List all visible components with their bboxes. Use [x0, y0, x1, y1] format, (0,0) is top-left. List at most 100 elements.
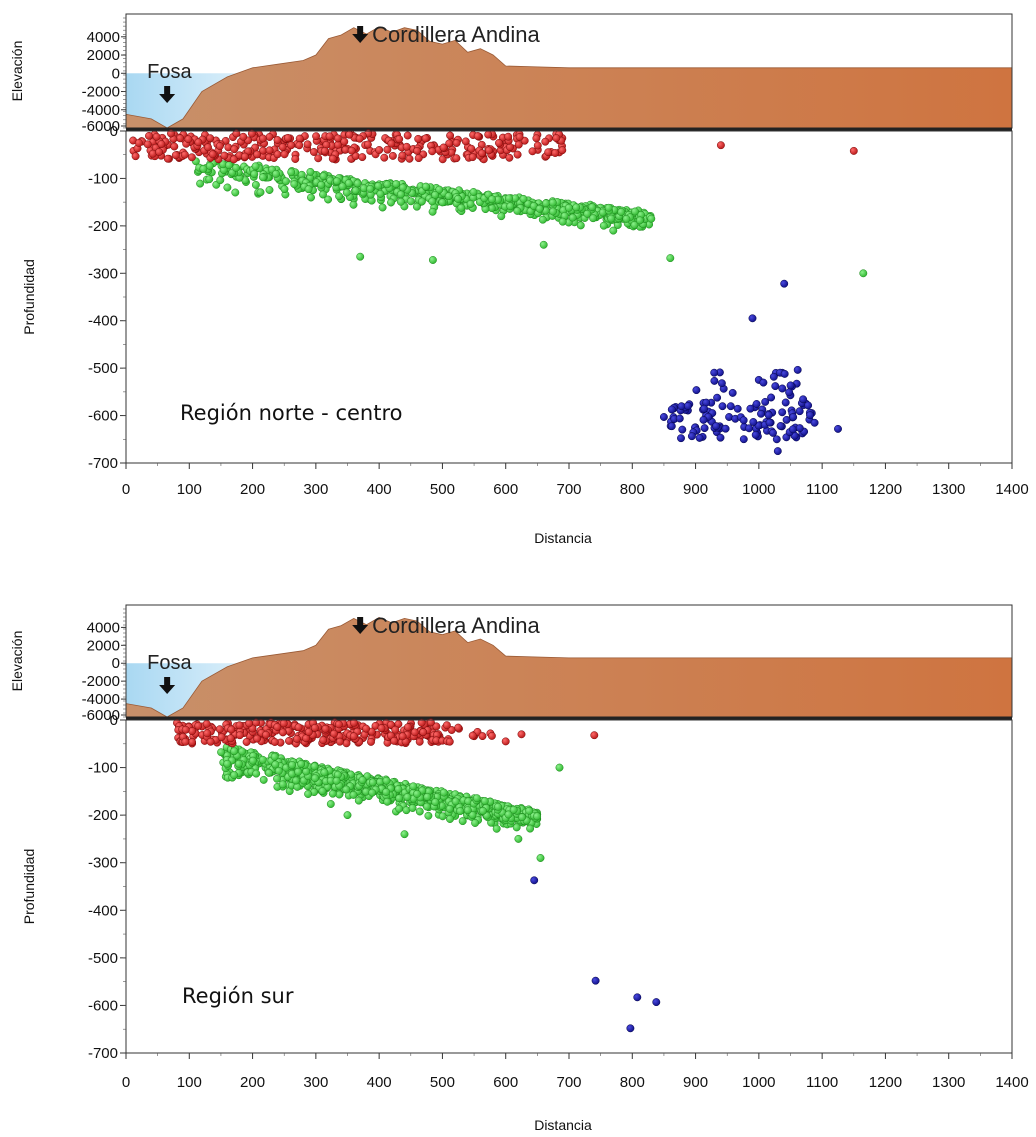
data-point [342, 188, 351, 197]
data-point [167, 129, 175, 138]
data-point [795, 424, 804, 433]
data-point [630, 221, 639, 229]
data-point [471, 819, 480, 827]
data-point [349, 200, 358, 209]
elevation-tick-label: -6000 [82, 118, 120, 135]
data-point [539, 240, 548, 249]
data-point [223, 759, 232, 768]
data-point [457, 203, 466, 212]
data-point [194, 138, 203, 147]
data-point [287, 141, 296, 150]
data-point [304, 185, 313, 194]
data-point [806, 411, 814, 420]
data-point [467, 144, 476, 153]
plot-background [126, 720, 1012, 1053]
data-point [312, 132, 321, 141]
y-tick-label: -300 [88, 265, 118, 282]
data-point [204, 143, 212, 152]
data-point [340, 137, 349, 146]
data-point [206, 737, 215, 746]
data-point [504, 810, 513, 819]
data-point [262, 730, 270, 739]
data-point [310, 723, 319, 732]
data-point [202, 719, 211, 728]
data-point [778, 408, 787, 417]
data-point [799, 395, 808, 404]
data-point [558, 146, 567, 155]
data-point [302, 767, 311, 776]
data-point [767, 393, 776, 402]
data-point [454, 723, 463, 732]
data-point [717, 379, 726, 388]
data-point [472, 794, 481, 803]
y-tick-label: 0 [110, 123, 118, 140]
data-point [492, 824, 501, 833]
x-tick-label: 1300 [932, 481, 965, 498]
data-point [834, 424, 842, 433]
data-point [633, 993, 642, 1002]
data-point [487, 731, 496, 740]
data-point [390, 736, 399, 745]
x-tick-label: 300 [303, 1074, 328, 1091]
data-point [452, 139, 461, 147]
x-tick-label: 1100 [806, 1074, 838, 1091]
data-point [353, 179, 362, 188]
elevation-tick-label: -6000 [82, 707, 120, 724]
data-point [374, 181, 383, 190]
data-point [484, 130, 493, 139]
elevation-tick-label: 4000 [87, 619, 120, 636]
data-point [258, 173, 267, 182]
data-point [232, 129, 241, 138]
data-point [631, 207, 639, 216]
data-point [501, 737, 510, 746]
x-tick-label: 200 [240, 1074, 265, 1091]
data-point [194, 721, 203, 730]
x-tick-label: 500 [430, 1074, 455, 1091]
data-point [795, 407, 804, 416]
data-point [398, 732, 407, 741]
x-axis-label: Distancia [534, 530, 592, 546]
data-point [576, 221, 585, 230]
data-point [473, 132, 482, 140]
x-tick-label: 600 [493, 481, 518, 498]
data-point [270, 738, 279, 746]
y-tick-label: -100 [88, 170, 118, 187]
data-point [242, 738, 251, 746]
x-tick-label: 700 [556, 1074, 581, 1091]
data-point [478, 732, 487, 741]
data-point [426, 718, 435, 727]
data-point [328, 154, 337, 163]
data-point [377, 724, 386, 733]
x-tick-label: 200 [240, 481, 265, 498]
data-point [589, 214, 598, 223]
data-point [484, 146, 493, 155]
data-point [786, 381, 795, 390]
x-axis-label: Distancia [534, 1117, 592, 1133]
data-point [319, 190, 327, 199]
data-point [533, 812, 542, 821]
data-point [335, 737, 344, 746]
data-point [314, 154, 323, 163]
data-point [617, 208, 626, 216]
data-point [145, 131, 153, 140]
data-point [451, 797, 460, 806]
elevation-tick-label: 2000 [87, 47, 120, 64]
x-tick-label: 1000 [742, 481, 775, 498]
x-tick-label: 400 [367, 481, 392, 498]
data-point [387, 198, 395, 207]
data-point [304, 728, 313, 736]
data-point [700, 404, 709, 413]
data-point [382, 776, 391, 785]
data-point [253, 150, 262, 159]
y-tick-label: -600 [88, 408, 118, 425]
data-point [306, 167, 315, 176]
data-point [599, 221, 608, 230]
data-point [431, 191, 440, 199]
data-point [506, 202, 515, 211]
data-point [519, 194, 528, 203]
data-point [728, 388, 737, 397]
